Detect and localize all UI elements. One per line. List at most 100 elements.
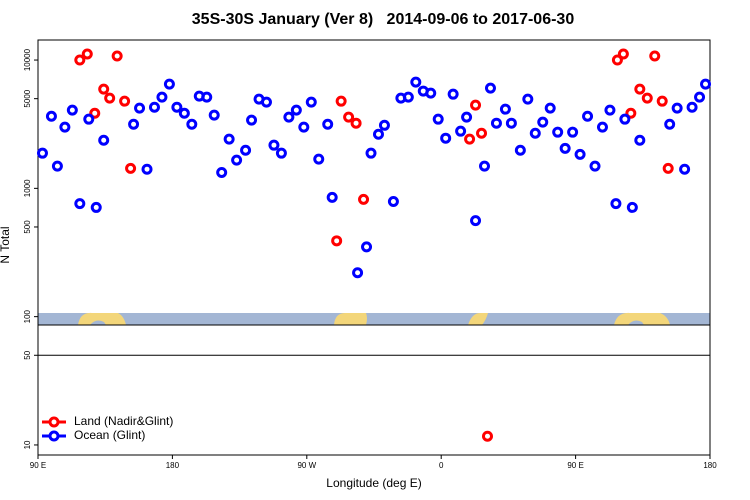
point	[455, 125, 467, 137]
point	[544, 102, 556, 114]
point	[90, 201, 102, 213]
point	[74, 54, 86, 66]
point	[361, 241, 373, 253]
legend-label: Ocean (Glint)	[74, 428, 145, 442]
point	[574, 148, 586, 160]
point	[326, 191, 338, 203]
point	[98, 134, 110, 146]
point	[464, 133, 476, 145]
point	[201, 91, 213, 103]
point	[134, 102, 146, 114]
x-tick-label: 180	[166, 461, 180, 470]
point	[343, 111, 355, 123]
y-tick-label: 10000	[23, 48, 32, 71]
point	[350, 117, 362, 129]
point	[447, 88, 459, 100]
point	[268, 139, 280, 151]
point	[216, 166, 228, 178]
point	[331, 235, 343, 247]
point	[410, 76, 422, 88]
point	[656, 95, 668, 107]
y-tick-label: 50	[23, 350, 32, 359]
y-tick-label: 100	[23, 309, 32, 323]
point	[163, 78, 175, 90]
point	[522, 93, 534, 105]
point	[617, 48, 629, 60]
point	[186, 118, 198, 130]
point	[476, 127, 488, 139]
earth-strip	[38, 312, 710, 325]
point	[484, 82, 496, 94]
point	[619, 113, 631, 125]
point	[671, 102, 683, 114]
point	[604, 104, 616, 116]
point	[634, 83, 646, 95]
bottom-panel	[37, 324, 711, 456]
point	[481, 430, 493, 442]
point	[305, 96, 317, 108]
point	[425, 87, 437, 99]
y-tick-label: 5000	[23, 89, 32, 107]
point	[98, 83, 110, 95]
point	[662, 162, 674, 174]
point	[634, 134, 646, 146]
point	[694, 91, 706, 103]
point	[74, 198, 86, 210]
point	[240, 144, 252, 156]
point	[148, 101, 160, 113]
point	[322, 118, 334, 130]
point	[358, 193, 370, 205]
point	[490, 117, 502, 129]
point	[111, 50, 123, 62]
x-tick-label: 90 W	[297, 461, 316, 470]
point	[313, 153, 325, 165]
point	[246, 114, 258, 126]
point	[125, 162, 137, 174]
point	[559, 142, 571, 154]
point	[387, 195, 399, 207]
x-tick-label: 180	[703, 461, 717, 470]
point	[275, 147, 287, 159]
x-tick-label: 90 E	[567, 461, 583, 470]
point	[625, 107, 637, 119]
point	[223, 133, 235, 145]
point	[582, 110, 594, 122]
point	[626, 201, 638, 213]
point	[283, 111, 295, 123]
point	[66, 104, 78, 116]
point	[611, 54, 623, 66]
point	[104, 92, 116, 104]
point	[505, 117, 517, 129]
point	[81, 48, 93, 60]
point	[610, 198, 622, 210]
point	[372, 128, 384, 140]
point	[378, 119, 390, 131]
point	[231, 154, 243, 166]
point	[352, 267, 364, 279]
point	[529, 127, 541, 139]
point	[59, 121, 71, 133]
y-tick-label: 1000	[23, 179, 32, 197]
point	[89, 107, 101, 119]
point	[36, 147, 48, 159]
point	[567, 126, 579, 138]
point	[440, 132, 452, 144]
point	[649, 50, 661, 62]
point	[596, 121, 608, 133]
point	[589, 160, 601, 172]
y-axis-label: N Total	[0, 226, 12, 263]
point	[260, 96, 272, 108]
point	[499, 103, 511, 115]
x-axis-label: Longitude (deg E)	[326, 476, 421, 490]
point	[298, 121, 310, 133]
point	[156, 91, 168, 103]
point	[51, 160, 63, 172]
point	[45, 110, 57, 122]
point	[119, 95, 131, 107]
point	[171, 101, 183, 113]
point	[514, 144, 526, 156]
point	[679, 163, 691, 175]
point	[664, 118, 676, 130]
